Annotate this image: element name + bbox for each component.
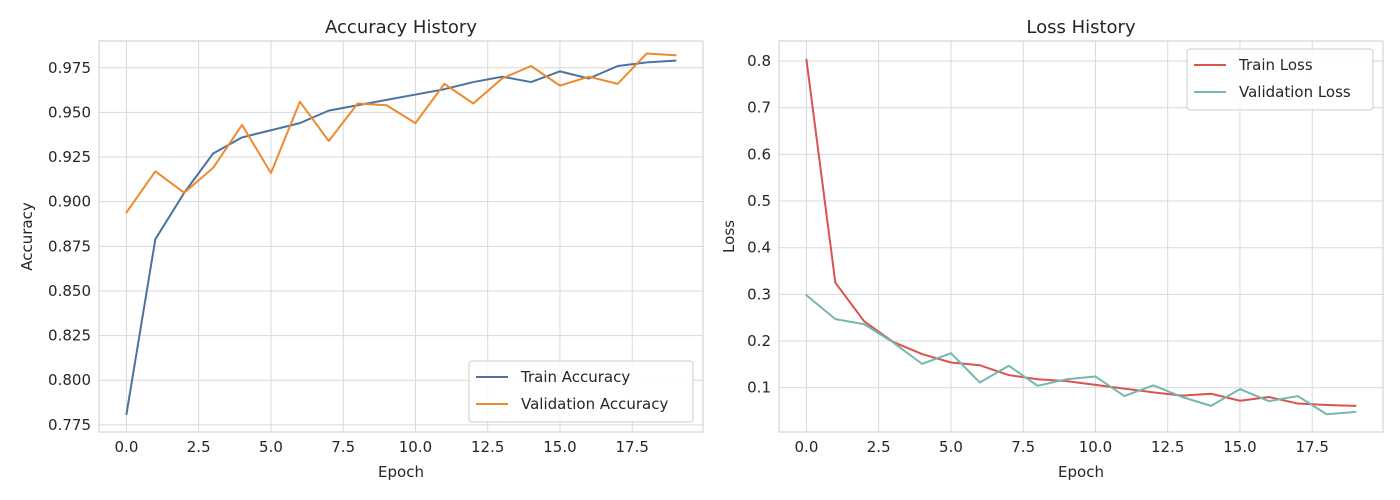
x-tick-label: 15.0 [543,438,576,456]
y-tick-label: 0.950 [48,103,91,121]
y-tick-label: 0.850 [48,282,91,300]
legend-label: Train Loss [1238,56,1313,74]
chart-title: Loss History [1026,17,1136,38]
plot-frame [98,40,704,433]
legend-label: Train Accuracy [520,368,630,386]
plot-frame [778,40,1384,433]
legend-box [468,360,694,423]
y-tick-label: 0.925 [48,148,91,166]
x-tick-label: 12.5 [1151,438,1184,456]
x-tick-label: 0.0 [795,438,819,456]
y-tick-label: 0.7 [747,99,771,117]
series-line-train-loss [805,58,1357,407]
x-tick-label: 10.0 [399,438,432,456]
y-tick-label: 0.775 [48,416,91,434]
chart-panel-2: 0.0 2.5 5.0 7.5 10.0 12.5 15.0 17.5 0.1 0.2 0.3 0.4… [720,17,1384,481]
y-tick-label: 0.875 [48,237,91,255]
legend-label: Validation Loss [1239,83,1351,101]
x-tick-label: 7.5 [1011,438,1035,456]
chart-panel-1: 0.0 2.5 5.0 7.5 10.0 12.5 15.0 17.5 0.775 0.800 0.… [18,17,704,481]
y-tick-label: 0.6 [747,145,771,163]
x-tick-label: 17.5 [1295,438,1328,456]
y-axis-label: Accuracy [18,202,36,271]
y-tick-label: 0.1 [747,379,771,397]
x-tick-label: 12.5 [471,438,504,456]
y-tick-label: 0.800 [48,371,91,389]
x-tick-label: 5.0 [939,438,963,456]
y-tick-label: 0.900 [48,193,91,211]
y-tick-label: 0.8 [747,52,771,70]
x-tick-label: 10.0 [1079,438,1112,456]
y-tick-label: 0.2 [747,332,771,350]
chart-title: Accuracy History [325,17,477,38]
y-tick-label: 0.975 [48,59,91,77]
legend: Train Accuracy Validation Accuracy [468,360,694,423]
x-tick-label: 0.0 [115,438,139,456]
legend: Train Loss Validation Loss [1186,48,1374,111]
x-axis-label: Epoch [378,463,424,481]
legend-label: Validation Accuracy [521,395,668,413]
series-line-validation-accuracy [125,52,677,214]
x-tick-label: 5.0 [259,438,283,456]
x-tick-label: 2.5 [187,438,211,456]
x-axis-label: Epoch [1058,463,1104,481]
y-axis-label: Loss [720,220,738,253]
legend-box [1186,48,1374,111]
y-tick-label: 0.4 [747,239,771,257]
x-tick-label: 7.5 [331,438,355,456]
x-tick-label: 17.5 [615,438,648,456]
series-line-validation-loss [805,294,1357,416]
y-tick-label: 0.5 [747,192,771,210]
x-tick-label: 2.5 [867,438,891,456]
y-tick-label: 0.3 [747,285,771,303]
y-tick-label: 0.825 [48,327,91,345]
x-tick-label: 15.0 [1223,438,1256,456]
